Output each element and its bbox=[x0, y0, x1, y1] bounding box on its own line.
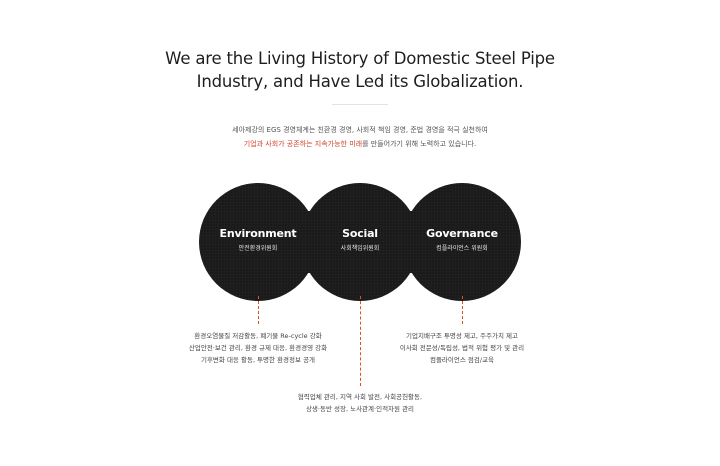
social-circle bbox=[301, 183, 419, 301]
governance-details: 기업지배구조 투명성 제고, 주주가치 제고 이사회 전문성/독립성, 법적 위… bbox=[372, 330, 552, 366]
environment-title: Environment bbox=[219, 227, 297, 240]
intro-paragraph: 세아제강의 EGS 경영체계는 친환경 경영, 사회적 책임 경영, 준법 경영… bbox=[0, 123, 720, 151]
governance-label: Governance 컴플라이언스 위원회 bbox=[403, 227, 521, 254]
governance-circle bbox=[403, 183, 521, 301]
governance-title: Governance bbox=[426, 227, 498, 240]
environment-committee: 안전환경위원회 bbox=[238, 245, 278, 252]
governance-connector-line bbox=[462, 296, 463, 324]
headline-line-1: We are the Living History of Domestic St… bbox=[165, 49, 555, 68]
environment-detail-item: 기후변화 대응 활동, 투명한 환경정보 공개 bbox=[200, 356, 316, 364]
social-detail-item: 협력업체 관리, 지역 사회 발전, 사회공헌활동, bbox=[297, 393, 423, 401]
environment-detail-item: 산업안전·보건 관리, 환경 규제 대응, 환경경영 강화 bbox=[188, 344, 328, 352]
social-details: 협력업체 관리, 지역 사회 발전, 사회공헌활동, 상생·동반 성장, 노사관… bbox=[270, 391, 450, 415]
governance-detail-item: 기업지배구조 투명성 제고, 주주가치 제고 bbox=[406, 332, 518, 340]
headline-divider bbox=[332, 104, 388, 105]
intro-highlight: 기업과 사회가 공존하는 지속가능한 미래 bbox=[243, 140, 363, 148]
governance-detail-item: 컴플라이언스 점검/교육 bbox=[429, 356, 495, 364]
governance-committee: 컴플라이언스 위원회 bbox=[436, 245, 488, 252]
page-headline: We are the Living History of Domestic St… bbox=[0, 47, 720, 93]
environment-circle bbox=[199, 183, 317, 301]
headline-line-2: Industry, and Have Led its Globalization… bbox=[196, 72, 524, 91]
environment-connector-line bbox=[258, 296, 259, 324]
environment-details: 환경오염물질 저감활동, 폐기물 Re-cycle 강화 산업안전·보건 관리,… bbox=[168, 330, 348, 366]
intro-line-2-rest: 를 만들어가기 위해 노력하고 있습니다. bbox=[362, 140, 477, 148]
social-detail-item: 상생·동반 성장, 노사관계·인적자원 관리 bbox=[305, 405, 415, 413]
social-connector-line bbox=[360, 296, 361, 386]
social-title: Social bbox=[342, 227, 378, 240]
intro-line-2: 기업과 사회가 공존하는 지속가능한 미래를 만들어가기 위해 노력하고 있습니… bbox=[0, 137, 720, 151]
social-committee: 사회책임위원회 bbox=[340, 245, 380, 252]
environment-detail-item: 환경오염물질 저감활동, 폐기물 Re-cycle 강화 bbox=[194, 332, 322, 340]
governance-detail-item: 이사회 전문성/독립성, 법적 위험 평가 및 관리 bbox=[399, 344, 525, 352]
environment-label: Environment 안전환경위원회 bbox=[199, 227, 317, 254]
intro-line-1: 세아제강의 EGS 경영체계는 친환경 경영, 사회적 책임 경영, 준법 경영… bbox=[232, 126, 488, 134]
social-label: Social 사회책임위원회 bbox=[301, 227, 419, 254]
